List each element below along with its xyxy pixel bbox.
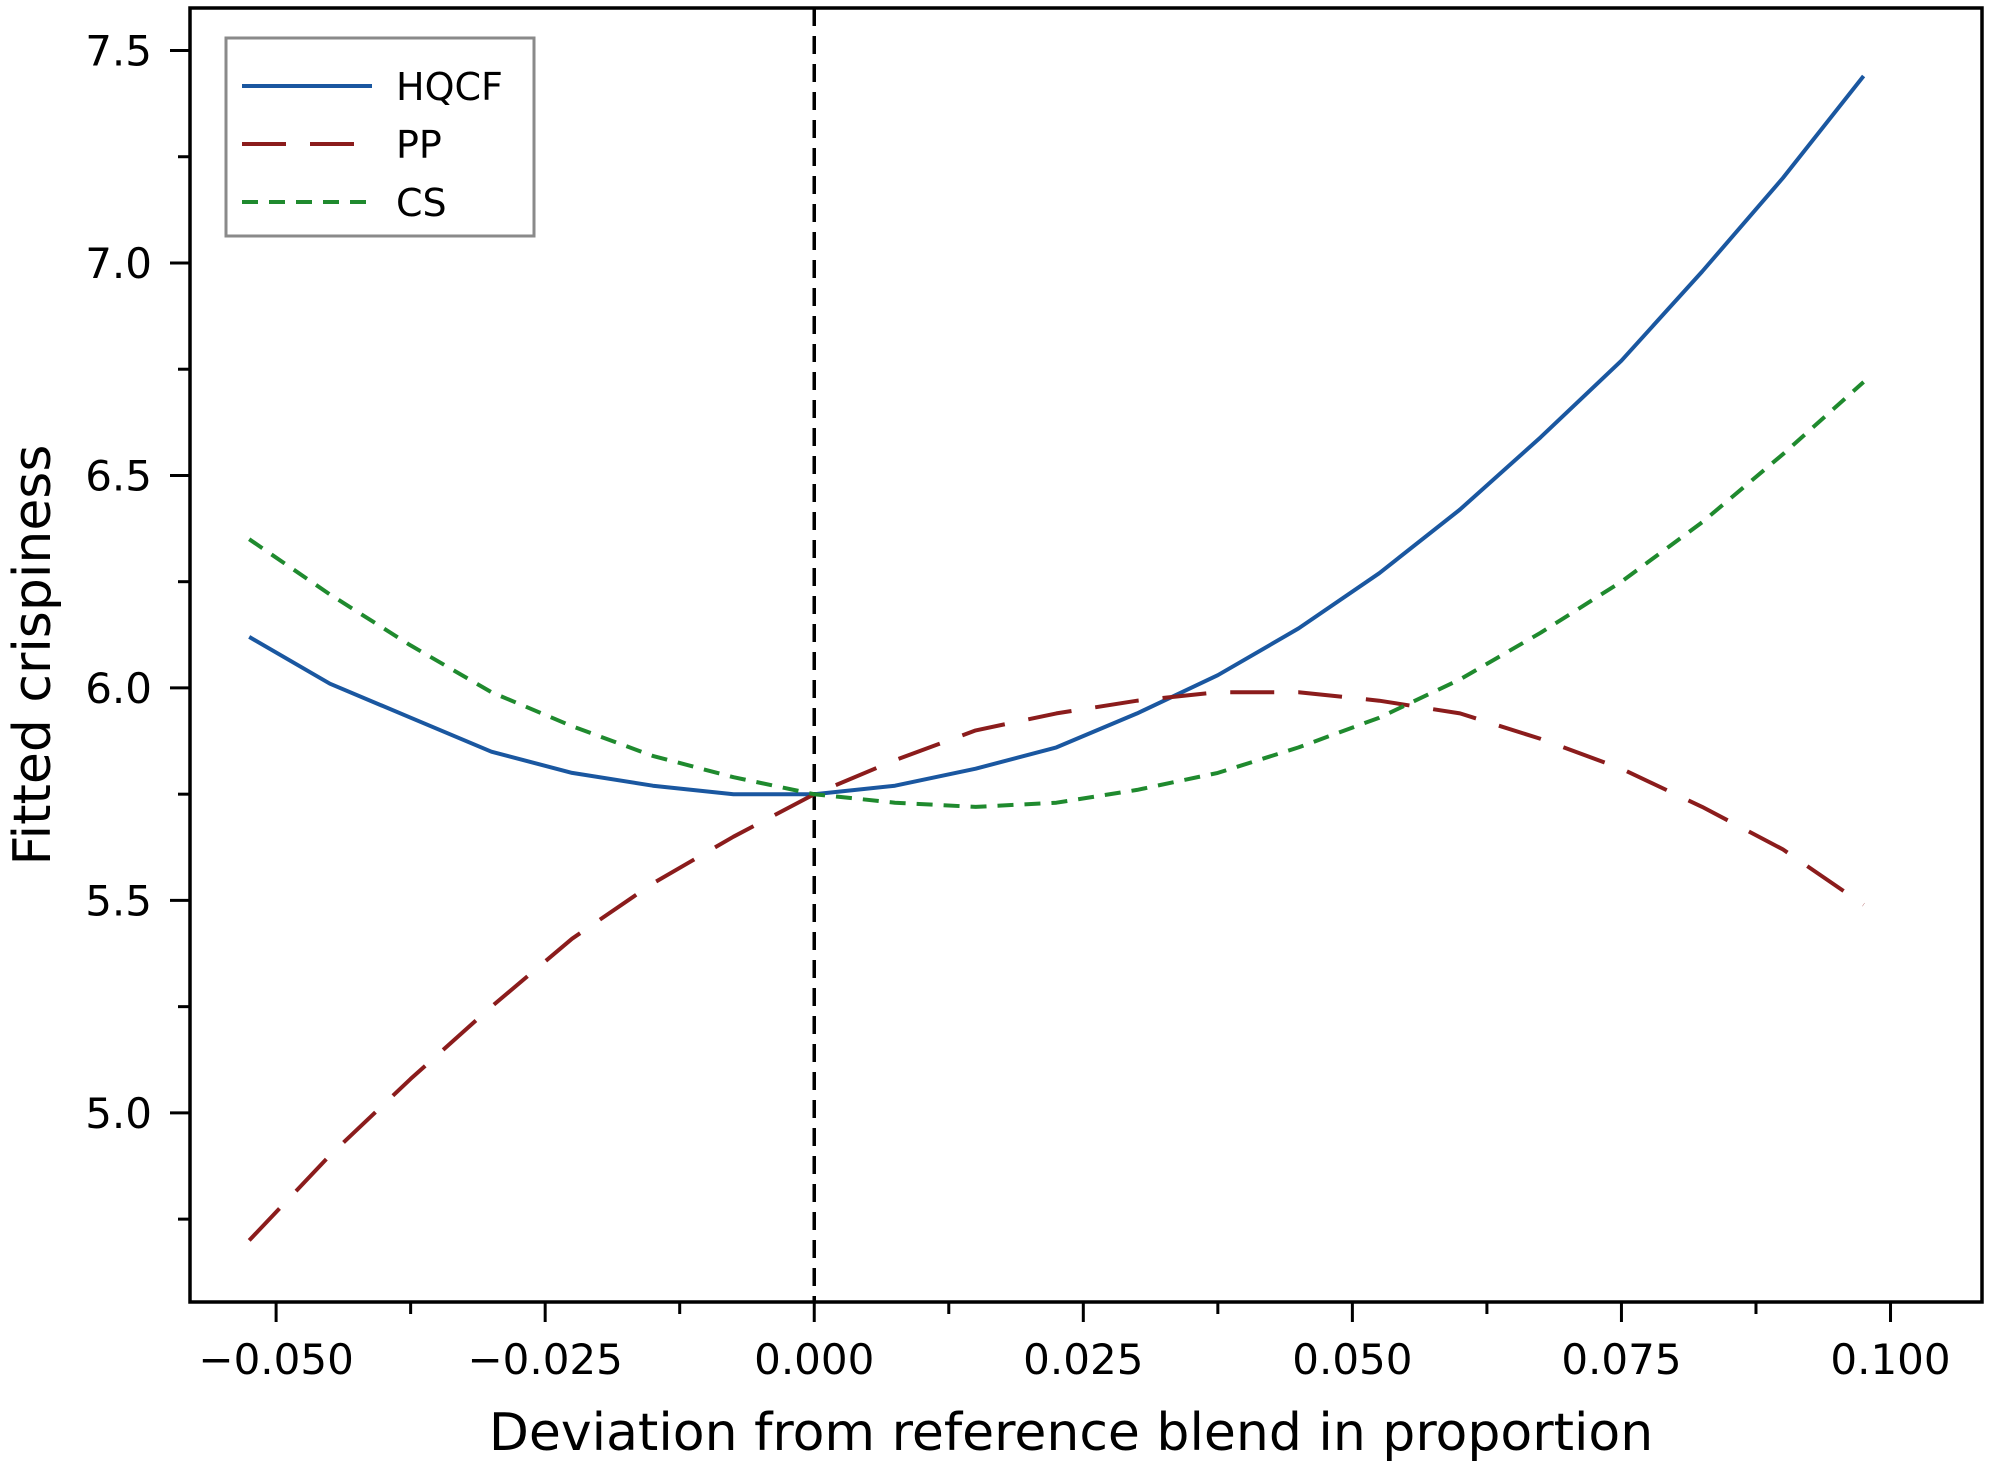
- x-tick-label: 0.025: [1023, 1335, 1143, 1384]
- legend-label-hqcf: HQCF: [396, 65, 503, 109]
- y-tick-label: 7.0: [85, 239, 152, 288]
- x-tick-label: −0.050: [198, 1335, 353, 1384]
- x-axis-title: Deviation from reference blend in propor…: [489, 1403, 1653, 1463]
- legend-label-pp: PP: [396, 123, 442, 167]
- x-tick-label: 0.075: [1561, 1335, 1681, 1384]
- y-tick-label: 5.5: [85, 876, 152, 925]
- y-tick-labels: 5.0 5.5 6.0 6.5 7.0 7.5: [85, 26, 152, 1137]
- plot-frame: [188, 6, 1984, 1304]
- y-tick-label: 6.5: [85, 451, 152, 500]
- y-tick-label: 6.0: [85, 664, 152, 713]
- y-axis-title: Fitted crispiness: [3, 445, 63, 866]
- series-line-pp: [247, 690, 1865, 1242]
- x-tick-labels: −0.050 −0.025 0.000 0.025 0.050 0.075 0.100: [198, 1335, 1950, 1384]
- y-tick-label: 7.5: [85, 26, 152, 75]
- minor-ticks: [178, 155, 1758, 1314]
- x-tick-label: −0.025: [467, 1335, 622, 1384]
- y-tick-label: 5.0: [85, 1089, 152, 1138]
- legend: HQCF PP CS: [224, 36, 536, 238]
- x-tick-label: 0.100: [1830, 1335, 1950, 1384]
- legend-items: HQCF PP CS: [242, 65, 503, 225]
- x-tick-label: 0.050: [1292, 1335, 1412, 1384]
- x-tick-label: 0.000: [754, 1335, 874, 1384]
- series-lines: [247, 74, 1866, 1242]
- legend-label-cs: CS: [396, 181, 447, 225]
- series-line-hqcf: [248, 74, 1866, 797]
- plot-lines: [247, 8, 1866, 1302]
- major-ticks: [170, 48, 1893, 1322]
- series-line-cs: [248, 380, 1865, 809]
